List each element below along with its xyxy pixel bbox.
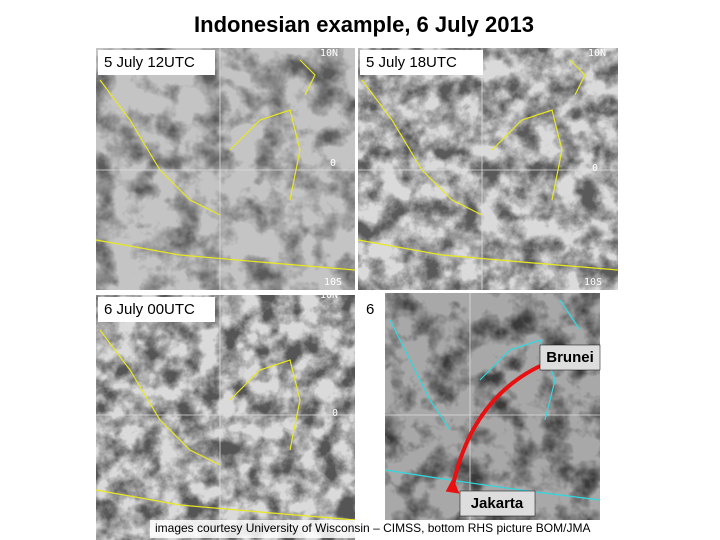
panel-label: 6 July 00UTC xyxy=(104,301,195,318)
panel-label: 6 xyxy=(366,301,374,318)
place-label: Jakarta xyxy=(471,495,524,512)
lat-label: 10N xyxy=(320,290,338,301)
title: Indonesian example, 6 July 2013 xyxy=(194,12,534,37)
place-label: Brunei xyxy=(546,349,594,366)
satellite-image xyxy=(357,48,619,290)
panel-label: 5 July 18UTC xyxy=(366,54,457,71)
lat-label: 10N xyxy=(588,48,606,59)
arrow-head xyxy=(445,478,460,494)
lat-label: 10S xyxy=(324,277,342,288)
credit: images courtesy University of Wisconsin … xyxy=(155,521,590,535)
satellite-image xyxy=(384,293,601,520)
panel-label: 5 July 12UTC xyxy=(104,54,195,71)
lat-label: 0 xyxy=(330,158,336,169)
lat-label: 10S xyxy=(584,277,602,288)
arrow xyxy=(450,364,541,491)
satellite-image xyxy=(95,295,356,540)
lat-label: 10N xyxy=(320,48,338,59)
lat-label: 0 xyxy=(592,163,598,174)
satellite-image xyxy=(95,48,356,290)
lat-label: 0 xyxy=(332,408,338,419)
